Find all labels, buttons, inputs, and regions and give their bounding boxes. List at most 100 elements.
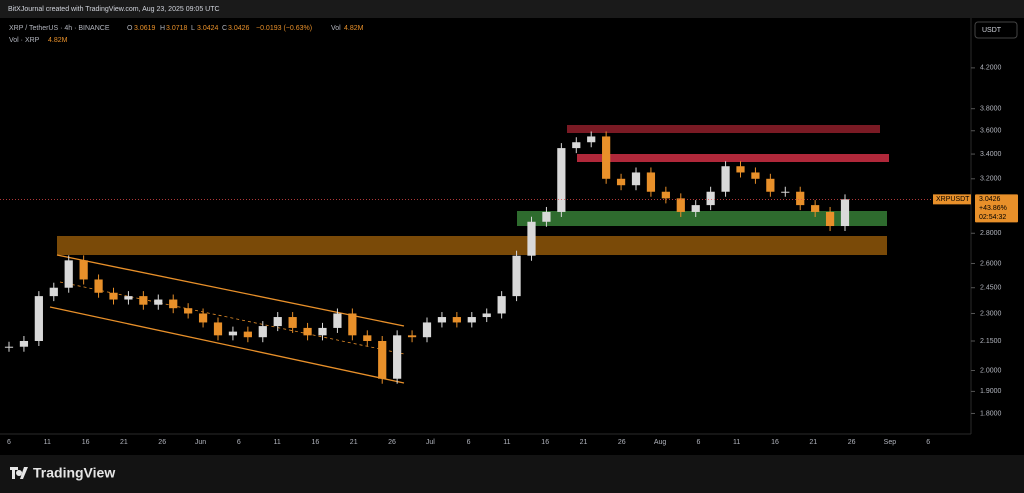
candle-body xyxy=(79,260,88,280)
candle-body xyxy=(288,317,297,328)
high: 3.0718 xyxy=(166,25,188,32)
channel-line xyxy=(49,306,405,384)
candle-body xyxy=(303,327,312,336)
candle-body xyxy=(572,142,581,149)
x-tick-label: 26 xyxy=(618,439,626,446)
candle-body xyxy=(825,211,835,227)
y-tick-label: 2.1500 xyxy=(980,338,1002,345)
h-label: H xyxy=(160,25,165,32)
candle-body xyxy=(49,287,58,297)
top-bar xyxy=(0,0,1024,18)
c-label: C xyxy=(222,25,227,32)
candle-body xyxy=(676,198,685,212)
price-tag-price: 3.0426 xyxy=(979,196,1001,203)
candle-body xyxy=(94,279,103,293)
y-tick-label: 3.8000 xyxy=(980,106,1002,113)
y-tick-label: 1.9000 xyxy=(980,388,1002,395)
x-tick-label: 11 xyxy=(44,439,51,446)
support-zone xyxy=(517,211,887,226)
x-tick-label: 11 xyxy=(503,439,510,446)
candle-body xyxy=(796,191,805,206)
x-tick-label: 21 xyxy=(120,439,128,446)
demand-zone xyxy=(57,236,887,255)
x-tick-label: 16 xyxy=(82,439,90,446)
candle-body xyxy=(781,191,790,193)
candle-body xyxy=(348,313,357,336)
x-tick-label: 6 xyxy=(696,439,700,446)
candle-body xyxy=(811,205,820,212)
brand-logo xyxy=(10,467,28,479)
candle-body xyxy=(646,172,656,192)
y-tick-label: 1.8000 xyxy=(980,410,1002,417)
symbol-tag-text: XRPUSDT xyxy=(936,196,970,203)
candle-body xyxy=(184,308,193,314)
x-tick-label: 26 xyxy=(848,439,856,446)
y-tick-label: 2.4500 xyxy=(980,285,1002,292)
candle-body xyxy=(542,211,551,222)
candle-body xyxy=(333,313,342,328)
candle-body xyxy=(527,221,536,256)
x-tick-label: 6 xyxy=(926,439,930,446)
low: 3.0424 xyxy=(197,25,219,32)
candle-body xyxy=(616,178,626,186)
channel-midline xyxy=(59,281,405,355)
candle-body xyxy=(363,335,372,341)
footer-bar xyxy=(0,455,1024,493)
candle-body xyxy=(169,299,178,309)
brand: TradingView xyxy=(33,465,115,481)
l-label: L xyxy=(191,25,195,32)
candle-body xyxy=(139,296,148,305)
x-tick-label: Jul xyxy=(426,439,435,446)
x-tick-label: 6 xyxy=(7,439,11,446)
y-tick-label: 2.8000 xyxy=(980,230,1002,237)
candle-body xyxy=(736,166,745,173)
candle-body xyxy=(751,172,760,179)
candle-body xyxy=(602,136,611,179)
y-tick-label: 3.2000 xyxy=(980,176,1002,183)
x-tick-label: 21 xyxy=(809,439,817,446)
currency: USDT xyxy=(982,27,1002,34)
y-tick-label: 2.0000 xyxy=(980,367,1002,374)
symbol-tag xyxy=(933,194,971,205)
close: 3.0426 xyxy=(228,25,250,32)
x-tick-label: Jun xyxy=(195,439,206,446)
candle-body xyxy=(706,191,715,206)
vol-label: Vol xyxy=(331,25,341,32)
x-tick-label: Aug xyxy=(654,439,667,446)
candle-body xyxy=(378,340,387,379)
volume-value: 4.82M xyxy=(48,37,68,44)
symbol: XRP / TetherUS · 4h · BINANCE xyxy=(9,25,110,32)
x-tick-label: 26 xyxy=(388,439,396,446)
open: 3.0619 xyxy=(134,25,156,32)
candle-body xyxy=(721,166,730,192)
y-tick-label: 3.4000 xyxy=(980,151,1002,158)
candle-body xyxy=(437,317,447,323)
change: −0.0193 (−0.63%) xyxy=(256,25,312,32)
candle-body xyxy=(512,255,521,297)
candle-body xyxy=(198,313,208,323)
candle-body xyxy=(661,191,670,199)
o-label: O xyxy=(127,25,133,32)
currency-button[interactable] xyxy=(974,21,1018,39)
candle-body xyxy=(631,172,641,186)
volume-label: Vol · XRP xyxy=(9,37,40,44)
candle-body xyxy=(393,335,402,379)
channel-line xyxy=(56,254,405,327)
resistance-zone xyxy=(567,125,880,133)
candle-body xyxy=(452,317,461,323)
candle-body xyxy=(497,296,506,314)
vol: 4.82M xyxy=(344,25,364,32)
candle-body xyxy=(766,178,775,192)
credit: BitXJournal created with TradingView.com… xyxy=(8,6,220,13)
candle-body xyxy=(840,199,850,227)
price-tag-countdown: 02:54:32 xyxy=(979,214,1006,221)
x-tick-label: 6 xyxy=(237,439,241,446)
price-tag-change: +43.86% xyxy=(979,205,1007,212)
y-tick-label: 4.2000 xyxy=(980,65,1002,72)
x-tick-label: 16 xyxy=(312,439,320,446)
candle-body xyxy=(109,292,118,300)
x-tick-label: 16 xyxy=(541,439,549,446)
candle-body xyxy=(4,346,14,348)
